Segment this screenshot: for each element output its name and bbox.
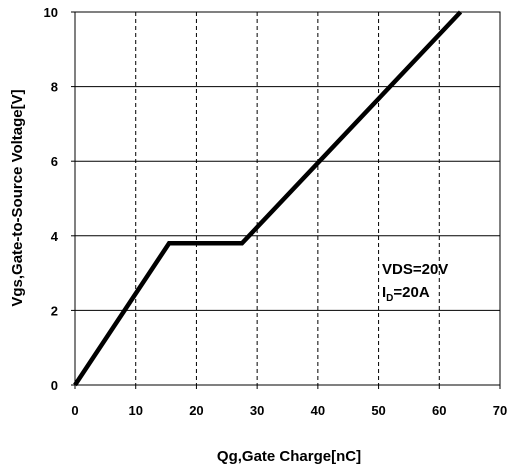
x-tick-label: 30 <box>250 403 264 418</box>
x-tick-label: 50 <box>371 403 385 418</box>
annotation-id: ID=20A <box>382 284 430 304</box>
y-axis-label: Vgs,Gate-to-Source Voltage[V] <box>9 89 26 306</box>
grid-lines <box>75 12 500 385</box>
y-tick-label: 10 <box>44 5 58 20</box>
x-tick-label: 40 <box>311 403 325 418</box>
y-tick-label: 8 <box>51 80 58 95</box>
annotation-id-subscript: D <box>386 293 393 304</box>
x-tick-label: 60 <box>432 403 446 418</box>
x-axis-ticks: 0 10 20 30 40 50 60 70 <box>71 385 507 418</box>
x-tick-label: 10 <box>128 403 142 418</box>
annotation-id-suffix: =20A <box>393 284 429 301</box>
y-tick-label: 0 <box>51 378 58 393</box>
series-group <box>73 10 463 387</box>
annotation-id-prefix: I <box>382 284 386 301</box>
x-axis-label: Qg,Gate Charge[nC] <box>217 448 361 465</box>
y-axis-ticks: 0 2 4 6 8 10 <box>44 5 75 393</box>
plot-frame <box>74 11 501 386</box>
annotation-vds: VDS=20V <box>382 261 448 278</box>
x-tick-label: 20 <box>189 403 203 418</box>
y-tick-label: 2 <box>51 303 58 318</box>
series-line <box>73 10 463 387</box>
y-tick-label: 6 <box>51 154 58 169</box>
y-tick-label: 4 <box>51 229 59 244</box>
x-tick-label: 0 <box>71 403 78 418</box>
x-tick-label: 70 <box>493 403 507 418</box>
